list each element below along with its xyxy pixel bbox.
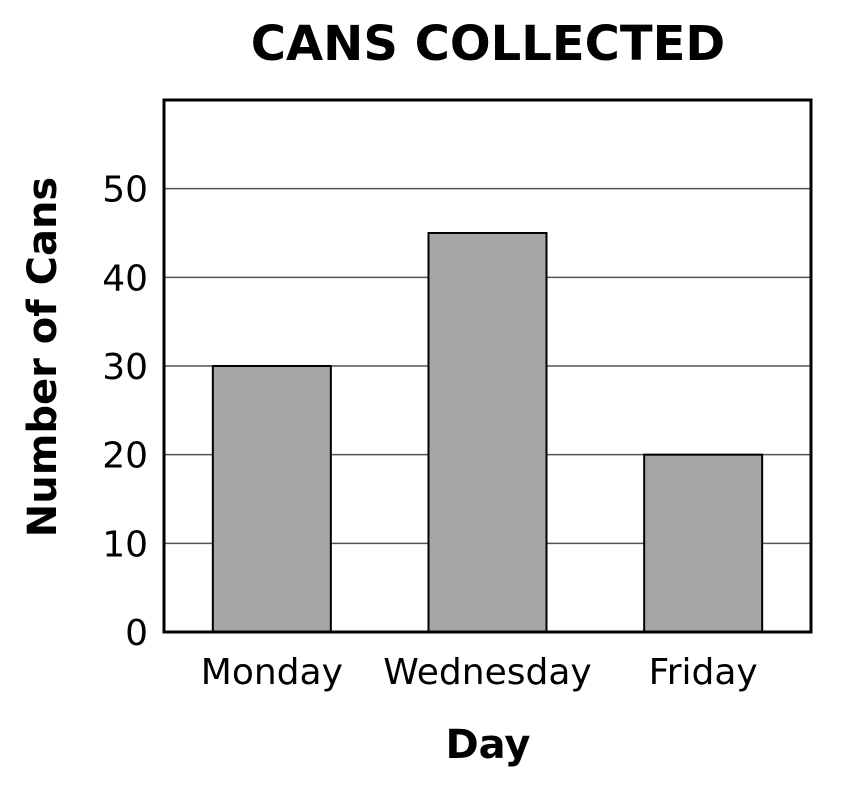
x-category-labels: Monday Wednesday Friday <box>201 652 758 693</box>
y-tick-label: 40 <box>102 258 148 299</box>
plot-frame <box>162 98 813 634</box>
x-category-label: Monday <box>201 652 343 693</box>
y-tick-label: 20 <box>102 436 148 477</box>
x-category-label: Friday <box>649 652 758 693</box>
bar-wednesday <box>427 232 548 633</box>
x-category-label: Wednesday <box>383 652 591 693</box>
y-tick-label: 30 <box>102 347 148 388</box>
y-tick-label: 0 <box>125 613 148 654</box>
bar-monday <box>211 365 332 633</box>
bars <box>211 232 764 633</box>
y-tick-label: 50 <box>102 170 148 211</box>
bar-friday <box>643 453 764 633</box>
chart-title: CANS COLLECTED <box>251 16 725 72</box>
y-tick-label: 10 <box>102 524 148 565</box>
y-tick-labels: 0 10 20 30 40 50 <box>102 170 148 654</box>
x-axis-title: Day <box>445 722 530 768</box>
y-axis-title: Number of Cans <box>20 177 66 538</box>
